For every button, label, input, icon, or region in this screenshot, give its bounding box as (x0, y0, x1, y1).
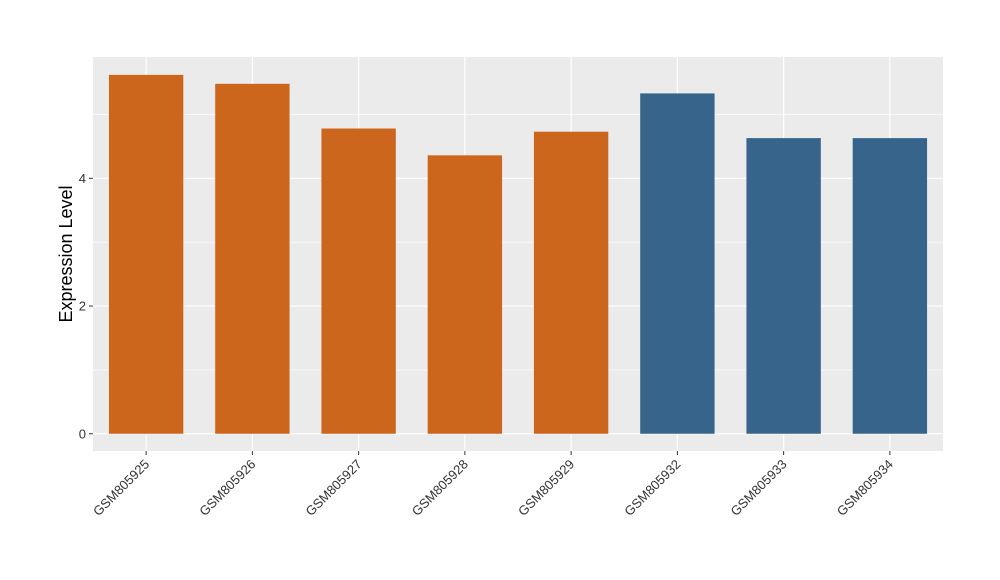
bar-GSM805933 (746, 138, 821, 434)
x-tick-label: GSM805933 (728, 457, 790, 519)
bars (108, 74, 928, 434)
bar-GSM805926 (215, 83, 290, 434)
y-axis: 0 2 4 (79, 171, 93, 441)
bar-GSM805925 (108, 74, 184, 434)
bar-GSM805932 (640, 93, 715, 434)
y-axis-title: Expression Level (56, 185, 76, 322)
x-tick-label: GSM805926 (196, 457, 258, 519)
bar-GSM805929 (533, 131, 609, 434)
x-tick-label: GSM805932 (621, 457, 683, 519)
y-tick-label: 0 (79, 426, 86, 441)
bar-GSM805927 (321, 128, 396, 434)
x-tick-label: GSM805925 (90, 457, 152, 519)
y-tick-label: 2 (79, 299, 86, 314)
x-axis: GSM805925 GSM805926 GSM805927 GSM805928 GSM8… (90, 451, 896, 519)
y-tick-label: 4 (79, 171, 86, 186)
x-tick-label: GSM805929 (515, 457, 577, 519)
x-tick-label: GSM805928 (409, 457, 471, 519)
bar-GSM805934 (852, 138, 928, 434)
x-tick-label: GSM805934 (834, 457, 896, 519)
x-tick-label: GSM805927 (303, 457, 365, 519)
bar-GSM805928 (427, 155, 503, 434)
